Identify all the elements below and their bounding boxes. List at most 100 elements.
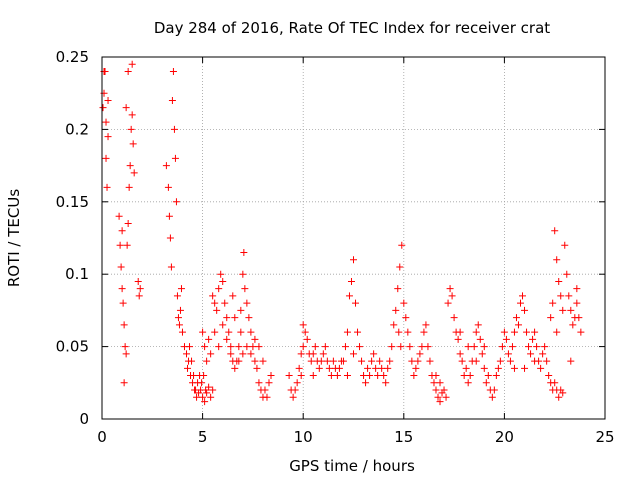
- plot-frame: [101, 56, 606, 420]
- data-point: [372, 364, 380, 372]
- y-tick-label: 0: [79, 410, 89, 428]
- data-point: [184, 364, 192, 372]
- data-point: [120, 321, 128, 329]
- data-point: [364, 364, 372, 372]
- data-point: [227, 343, 235, 351]
- data-point: [164, 183, 172, 191]
- data-point: [124, 220, 132, 228]
- data-point: [567, 306, 575, 314]
- y-tick-label: 0.05: [56, 338, 89, 356]
- data-point: [350, 350, 357, 358]
- data-point: [354, 328, 362, 336]
- data-point: [450, 314, 458, 322]
- data-point: [172, 198, 180, 206]
- data-point: [456, 328, 464, 336]
- data-point: [537, 364, 545, 372]
- data-point: [412, 364, 420, 372]
- data-point: [307, 357, 315, 365]
- data-point: [400, 299, 408, 307]
- data-point: [115, 212, 123, 220]
- data-point: [203, 389, 211, 397]
- data-point: [382, 379, 390, 387]
- data-point: [460, 372, 468, 380]
- data-point: [207, 350, 215, 358]
- data-point: [563, 270, 571, 278]
- data-point: [168, 96, 176, 104]
- data-point: [235, 343, 243, 351]
- data-point: [466, 372, 474, 380]
- data-point: [188, 357, 196, 365]
- data-point: [201, 398, 209, 406]
- data-points: [99, 60, 585, 406]
- data-point: [422, 321, 430, 329]
- x-tick-label: 0: [97, 428, 107, 446]
- data-point: [213, 306, 221, 314]
- data-point: [406, 343, 414, 351]
- data-point: [200, 372, 208, 380]
- data-point: [380, 372, 388, 380]
- data-point: [231, 364, 239, 372]
- data-point: [543, 357, 551, 365]
- data-point: [295, 364, 303, 372]
- data-point: [223, 314, 231, 322]
- data-point: [103, 183, 111, 191]
- data-point: [384, 364, 392, 372]
- data-point: [408, 357, 416, 365]
- y-axis-label: ROTI / TECUs: [5, 189, 23, 287]
- data-point: [122, 350, 130, 358]
- data-point: [510, 364, 518, 372]
- data-point: [223, 335, 231, 343]
- data-point: [135, 292, 143, 300]
- data-point: [333, 372, 341, 380]
- data-point: [482, 379, 490, 387]
- data-point: [541, 343, 549, 351]
- data-point: [119, 299, 127, 307]
- data-point: [176, 306, 184, 314]
- data-point: [345, 292, 353, 300]
- data-point: [404, 328, 412, 336]
- data-point: [335, 364, 343, 372]
- data-point: [448, 292, 456, 300]
- data-point: [209, 292, 217, 300]
- data-point: [315, 364, 323, 372]
- data-point: [512, 314, 520, 322]
- data-point: [476, 335, 484, 343]
- data-point: [178, 328, 186, 336]
- data-point: [265, 379, 273, 387]
- data-point: [386, 357, 394, 365]
- data-point: [559, 389, 567, 397]
- data-point: [123, 241, 131, 249]
- data-point: [255, 379, 263, 387]
- data-point: [394, 285, 402, 293]
- data-point: [444, 299, 452, 307]
- data-point: [134, 277, 142, 285]
- data-point: [533, 343, 541, 351]
- data-point: [311, 343, 319, 351]
- data-point: [118, 227, 126, 235]
- data-point: [434, 393, 442, 401]
- data-point: [514, 321, 522, 329]
- data-point: [432, 372, 440, 380]
- data-point: [442, 393, 450, 401]
- data-point: [211, 328, 219, 336]
- data-point: [202, 386, 210, 394]
- data-point: [547, 314, 555, 322]
- data-point: [575, 314, 583, 322]
- data-point: [480, 364, 488, 372]
- x-tick-label: 5: [198, 428, 208, 446]
- chart-title: Day 284 of 2016, Rate Of TEC Index for r…: [154, 19, 550, 37]
- y-tick-label: 0.1: [65, 265, 89, 283]
- data-point: [370, 350, 378, 358]
- data-point: [508, 343, 516, 351]
- data-point: [362, 379, 370, 387]
- data-point: [127, 125, 135, 133]
- data-point: [237, 306, 245, 314]
- data-point: [378, 364, 386, 372]
- data-point: [494, 364, 502, 372]
- data-point: [343, 372, 351, 380]
- x-tick-label: 15: [394, 428, 413, 446]
- data-point: [430, 379, 438, 387]
- data-point: [414, 357, 422, 365]
- data-point: [217, 270, 225, 278]
